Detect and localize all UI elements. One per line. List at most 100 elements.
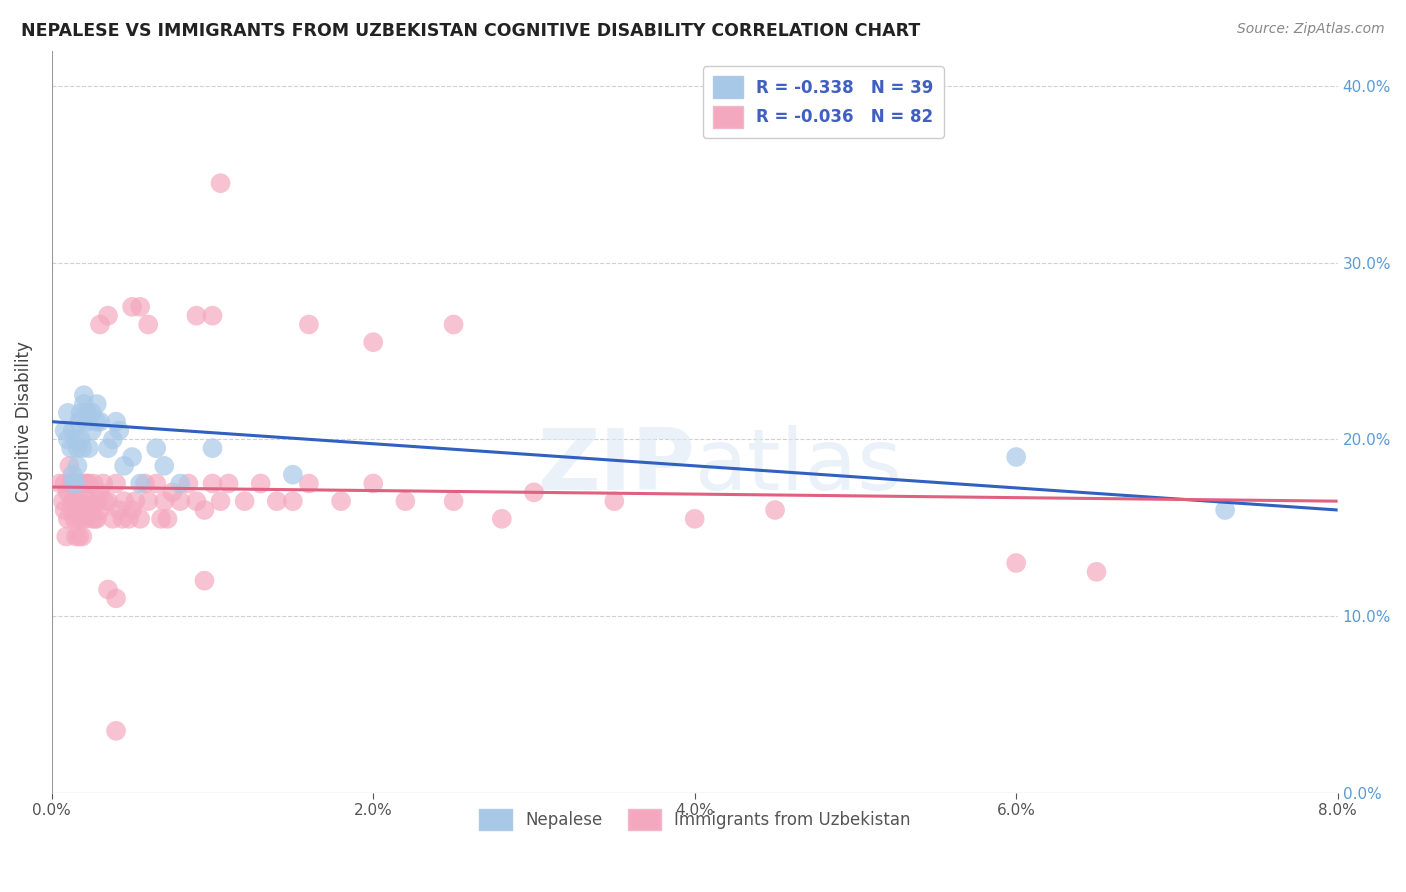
Point <box>111 512 134 526</box>
Point <box>156 512 179 526</box>
Point <box>76 406 98 420</box>
Point <box>1005 556 1028 570</box>
Point <box>53 503 76 517</box>
Point <box>65 476 87 491</box>
Y-axis label: Cognitive Disability: Cognitive Disability <box>15 342 32 502</box>
Point <box>105 591 128 606</box>
Point <box>86 494 108 508</box>
Point <box>62 424 84 438</box>
Point <box>201 476 224 491</box>
Point <box>73 388 96 402</box>
Point <box>56 512 79 526</box>
Point <box>69 433 91 447</box>
Point <box>361 335 384 350</box>
Point <box>298 476 321 491</box>
Legend: Nepalese, Immigrants from Uzbekistan: Nepalese, Immigrants from Uzbekistan <box>472 803 917 837</box>
Point <box>1005 450 1028 464</box>
Point <box>97 582 120 597</box>
Point <box>153 494 176 508</box>
Point <box>108 424 131 438</box>
Point <box>83 476 105 491</box>
Point <box>281 494 304 508</box>
Point <box>84 512 107 526</box>
Point <box>1213 503 1236 517</box>
Point <box>105 476 128 491</box>
Point <box>65 529 87 543</box>
Text: NEPALESE VS IMMIGRANTS FROM UZBEKISTAN COGNITIVE DISABILITY CORRELATION CHART: NEPALESE VS IMMIGRANTS FROM UZBEKISTAN C… <box>21 22 921 40</box>
Point <box>91 476 114 491</box>
Text: atlas: atlas <box>695 425 903 508</box>
Point <box>77 441 100 455</box>
Point <box>72 512 94 526</box>
Point <box>763 503 786 517</box>
Point <box>121 503 143 517</box>
Point <box>134 476 156 491</box>
Point <box>58 458 80 473</box>
Point <box>105 723 128 738</box>
Point <box>153 458 176 473</box>
Point <box>145 441 167 455</box>
Point <box>80 494 103 508</box>
Point <box>76 494 98 508</box>
Point <box>108 503 131 517</box>
Point <box>136 318 159 332</box>
Point <box>145 476 167 491</box>
Point <box>56 406 79 420</box>
Point <box>69 476 91 491</box>
Point <box>62 476 84 491</box>
Point <box>63 512 86 526</box>
Point <box>101 433 124 447</box>
Point <box>62 467 84 482</box>
Point <box>73 476 96 491</box>
Point <box>86 512 108 526</box>
Point <box>361 476 384 491</box>
Point <box>60 476 83 491</box>
Point <box>162 485 184 500</box>
Point <box>65 433 87 447</box>
Point <box>683 512 706 526</box>
Point <box>603 494 626 508</box>
Point <box>86 415 108 429</box>
Point <box>63 476 86 491</box>
Point <box>443 494 465 508</box>
Point <box>193 503 215 517</box>
Point <box>150 512 173 526</box>
Point <box>52 494 75 508</box>
Point <box>112 458 135 473</box>
Point <box>75 512 97 526</box>
Text: ZIP: ZIP <box>537 425 695 508</box>
Point <box>77 476 100 491</box>
Point <box>73 503 96 517</box>
Point <box>281 467 304 482</box>
Point <box>67 529 90 543</box>
Point <box>76 415 98 429</box>
Point <box>1085 565 1108 579</box>
Point <box>66 512 89 526</box>
Point <box>53 424 76 438</box>
Point <box>118 512 141 526</box>
Point <box>298 318 321 332</box>
Point <box>55 529 77 543</box>
Point <box>76 476 98 491</box>
Point <box>66 494 89 508</box>
Point <box>56 485 79 500</box>
Point <box>129 476 152 491</box>
Point <box>186 309 208 323</box>
Point <box>60 503 83 517</box>
Point <box>169 476 191 491</box>
Point <box>124 494 146 508</box>
Point <box>89 503 111 517</box>
Point <box>65 476 87 491</box>
Point <box>66 441 89 455</box>
Point <box>112 494 135 508</box>
Point <box>186 494 208 508</box>
Point <box>209 494 232 508</box>
Point <box>266 494 288 508</box>
Point <box>62 494 84 508</box>
Point <box>129 300 152 314</box>
Point <box>72 441 94 455</box>
Point <box>73 397 96 411</box>
Point <box>193 574 215 588</box>
Point <box>169 494 191 508</box>
Point <box>89 415 111 429</box>
